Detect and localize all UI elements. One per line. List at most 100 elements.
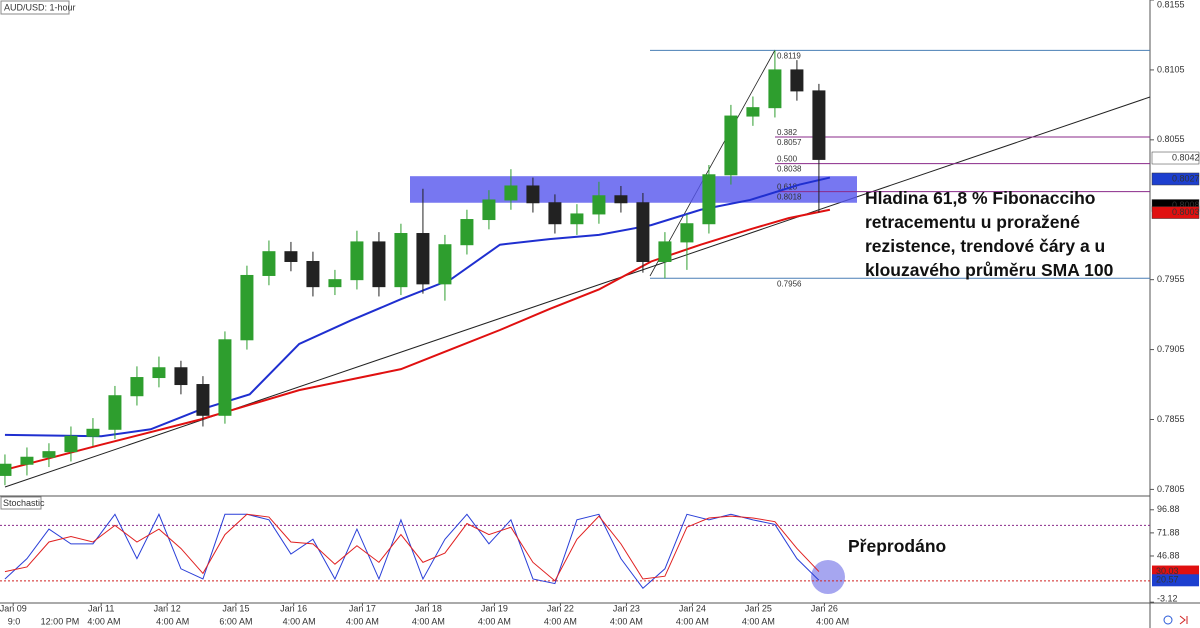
y-tick-label: 0.7855 [1157,414,1185,424]
trendline [4,96,1151,488]
price-tag-label: 0.8008 [1172,200,1200,210]
candle-body [438,244,452,285]
time-tick-label: 6:00 AM [219,616,252,626]
price-tag-label: 0.8042 [1172,152,1200,162]
stochastic-line [4,513,820,589]
stoch-title: Stochastic [3,498,45,508]
time-tick-label: 4:00 AM [742,616,775,626]
candle-body [108,395,122,430]
candle-body [328,279,342,288]
x-tick-label: Jan 17 [349,603,376,613]
candle-body [42,451,56,458]
candle-body [372,241,386,288]
price-tag [1151,206,1200,219]
candle-body [416,233,430,285]
x-tick-label: Jan 22 [547,603,574,613]
title-box [0,0,70,15]
y-tick-label: 0.8155 [1157,0,1185,9]
candle-body [152,367,166,379]
candle-body [702,174,716,225]
x-tick-label: Jan 11 [88,603,114,613]
price-tag [1151,151,1200,165]
fib-ratio-label: 0.382 [777,128,798,137]
stochastic-line [4,513,820,582]
y-tick-label: 96.88 [1157,504,1180,514]
time-tick-label: 4:00 AM [610,616,643,626]
y-tick-label: 0.7805 [1157,484,1185,494]
price-tag-label: 0.8027 [1172,173,1200,183]
annotation: Hladina 61,8 % Fibonacciho retracementu … [865,188,1114,280]
fib-anchor-line [649,49,776,277]
time-tick-label: 4:00 AM [412,616,445,626]
x-tick-label: Jan 15 [222,603,249,613]
candle-body [812,90,826,160]
candle-body [130,377,144,397]
x-tick-label: Jan 25 [745,603,772,613]
candle-body [262,251,276,276]
x-tick-label: Jan 09 [0,603,27,613]
fib-level-label: 0.8057 [777,138,802,147]
time-tick-label: 4:00 AM [346,616,379,626]
candle-body [64,435,78,453]
x-tick-label: Jan 12 [154,603,181,613]
price-tag [1151,172,1200,186]
value-tag-label: 30.03 [1156,566,1179,576]
candle-body [284,251,298,262]
y-tick-label: 46.88 [1157,550,1180,560]
candle-body [460,219,474,246]
candle-body [394,233,408,288]
annotation: Přeprodáno [848,536,947,556]
y-tick-label: 0.8055 [1157,134,1185,144]
time-tick-label: 4:00 AM [283,616,316,626]
time-tick-label: 4:00 AM [544,616,577,626]
candle-body [218,339,232,416]
fib-level-label: 0.8038 [777,165,802,174]
value-tag [1152,574,1199,587]
fib-ratio-label: 0.500 [777,155,798,164]
value-tag-label: 20.57 [1156,575,1179,585]
candle-body [240,274,254,341]
fib-value-label: 0.8119 [777,51,801,60]
icon [1163,615,1173,625]
candle-body [0,463,12,476]
fib-ratio-label: 0.618 [777,183,798,192]
candle-body [504,185,518,201]
y-tick-label: 0.7905 [1157,344,1185,354]
candle-body [350,241,364,281]
candle-body [636,202,650,262]
time-tick-label: 4:00 AM [478,616,511,626]
x-tick-label: Jan 16 [280,603,307,613]
candle-body [20,456,34,465]
oversold-highlight [811,560,845,594]
candle-body [768,69,782,109]
x-tick-label: Jan 19 [481,603,508,613]
fib-level-label: 0.8018 [777,193,802,202]
x-tick-label: Jan 18 [415,603,442,613]
candle-body [196,384,210,416]
footer-icons [1163,615,1188,625]
candle-body [724,115,738,176]
time-tick-label: 9:0 [8,616,21,626]
candle-body [658,241,672,262]
candle-body [570,213,584,225]
y-tick-label: -3.12 [1157,593,1178,603]
time-tick-label: 4:00 AM [816,616,849,626]
candle-body [86,428,100,437]
candle-body [306,260,320,288]
candle-body [790,69,804,92]
y-tick-label: 0.7955 [1157,274,1185,284]
candle-body [174,367,188,386]
candle-body [526,185,540,204]
price-tag-label: 0.8003 [1172,207,1200,217]
x-tick-label: Jan 26 [811,603,838,613]
y-tick-label: 71.88 [1157,527,1180,537]
time-tick-label: 12:00 PM [41,616,80,626]
candle-body [614,195,628,204]
chart-title: AUD/USD: 1-hour [4,2,76,12]
moving-average [4,208,831,471]
x-tick-label: Jan 23 [613,603,640,613]
